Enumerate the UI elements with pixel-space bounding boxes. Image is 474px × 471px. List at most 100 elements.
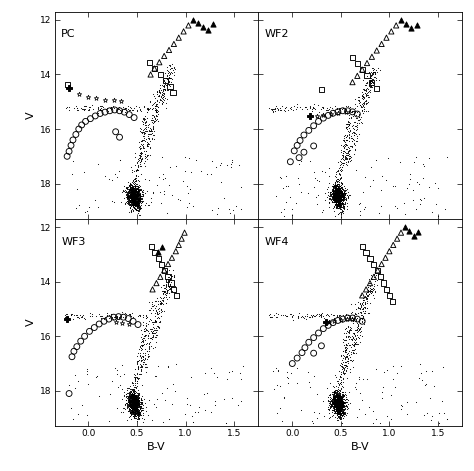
- Point: [336, 409, 344, 416]
- Point: [335, 394, 343, 401]
- Point: [146, 339, 154, 346]
- Point: [336, 185, 344, 193]
- Point: [331, 189, 338, 197]
- Point: [335, 404, 342, 412]
- Point: [128, 398, 136, 406]
- Point: [131, 194, 138, 201]
- Point: [338, 410, 346, 417]
- Point: [334, 399, 342, 407]
- Point: [356, 373, 363, 381]
- Point: [139, 404, 146, 411]
- Point: [335, 398, 343, 406]
- Point: [335, 175, 342, 183]
- Point: [133, 406, 140, 413]
- Point: [146, 316, 154, 323]
- Point: [334, 192, 342, 199]
- Point: [163, 74, 170, 82]
- Point: [123, 403, 130, 410]
- Point: [341, 398, 348, 406]
- Point: [366, 279, 374, 287]
- Point: [115, 313, 122, 320]
- Point: [334, 398, 342, 406]
- Point: [333, 180, 341, 187]
- Point: [129, 182, 137, 190]
- Point: [130, 398, 138, 406]
- Point: [333, 200, 341, 207]
- Point: [131, 400, 139, 408]
- Point: [333, 390, 340, 398]
- Point: [333, 402, 341, 410]
- Point: [127, 403, 135, 411]
- Point: [283, 312, 290, 320]
- Point: [350, 342, 357, 349]
- Point: [335, 197, 342, 205]
- Point: [137, 152, 144, 159]
- Point: [336, 186, 343, 194]
- Point: [129, 186, 137, 193]
- Point: [124, 392, 131, 400]
- Point: [331, 399, 339, 407]
- Point: [279, 312, 286, 319]
- Point: [129, 197, 137, 204]
- Point: [330, 393, 337, 400]
- Point: [332, 173, 340, 181]
- Point: [343, 132, 351, 140]
- Point: [334, 185, 342, 193]
- Point: [337, 193, 344, 201]
- Point: [131, 393, 139, 400]
- Point: [338, 404, 346, 412]
- Point: [338, 398, 346, 406]
- Point: [135, 402, 143, 409]
- Point: [332, 189, 340, 196]
- Point: [333, 393, 340, 401]
- Point: [144, 142, 151, 149]
- Point: [132, 188, 140, 196]
- Point: [341, 154, 349, 161]
- Point: [337, 202, 345, 209]
- Point: [334, 396, 342, 403]
- Point: [157, 312, 165, 319]
- Point: [339, 199, 347, 206]
- Point: [327, 413, 334, 421]
- Point: [335, 187, 343, 194]
- Point: [326, 401, 333, 408]
- Point: [73, 185, 81, 193]
- Point: [331, 398, 339, 406]
- Point: [181, 167, 189, 174]
- Point: [126, 191, 134, 199]
- Point: [161, 87, 169, 94]
- Point: [172, 247, 180, 255]
- Point: [131, 193, 138, 200]
- Point: [150, 323, 157, 331]
- Point: [135, 202, 142, 210]
- Point: [127, 195, 135, 202]
- Point: [356, 110, 363, 118]
- Point: [138, 399, 146, 407]
- Point: [151, 65, 158, 72]
- Point: [130, 198, 137, 205]
- Point: [126, 393, 133, 401]
- Point: [127, 185, 135, 192]
- Point: [342, 124, 350, 131]
- Point: [137, 204, 145, 212]
- Point: [339, 405, 346, 413]
- Point: [128, 193, 136, 200]
- Point: [333, 188, 340, 196]
- Point: [125, 193, 132, 201]
- Point: [132, 177, 140, 185]
- Point: [337, 186, 345, 194]
- Point: [331, 402, 338, 409]
- Point: [333, 402, 341, 409]
- Point: [120, 194, 128, 202]
- Point: [331, 398, 338, 406]
- Point: [127, 189, 135, 196]
- Point: [357, 301, 365, 309]
- Point: [346, 129, 353, 136]
- Point: [334, 400, 341, 408]
- Point: [132, 372, 139, 379]
- Point: [186, 401, 194, 408]
- Point: [146, 135, 153, 142]
- Point: [286, 194, 294, 201]
- Point: [372, 68, 379, 76]
- Point: [162, 267, 170, 275]
